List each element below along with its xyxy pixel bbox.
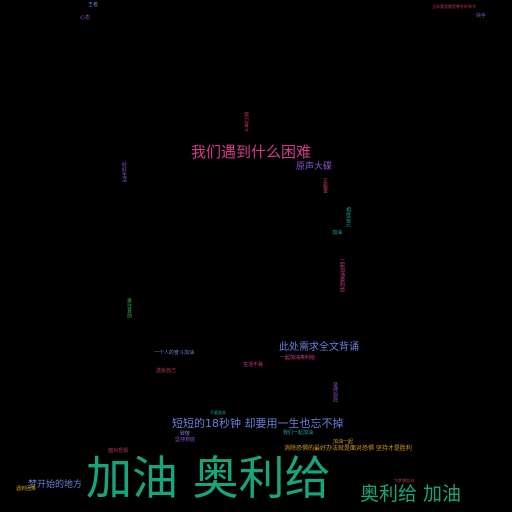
vword-2: 正能量 bbox=[322, 178, 328, 193]
word-right-1: 加油 bbox=[332, 230, 343, 236]
word-kongju: 消除恐惧的最好办法就是面对恐惧 坚持才是胜利 bbox=[284, 445, 412, 452]
vword-3: 好好生活 bbox=[121, 162, 127, 182]
word-top-right-2: 快手 bbox=[476, 13, 487, 19]
word-mid-6: 我们一起加油 bbox=[283, 430, 314, 436]
word-kunnan: 我们遇到什么困难 bbox=[191, 143, 312, 161]
word-top-right: 当年看到都是寒冬的季节 bbox=[432, 4, 476, 9]
word-mid-10: 加油一起 bbox=[333, 439, 354, 445]
word-bottom-right: 为梦想加油 bbox=[394, 478, 414, 483]
word-quanwen: 此处需求全文背诵 bbox=[279, 342, 359, 353]
word-mid-4: 送给自己 bbox=[156, 368, 177, 374]
word-yuansheng: 原声大碟 bbox=[296, 162, 333, 172]
word-duanduan: 短短的18秒钟 却要用一生也忘不掉 bbox=[172, 417, 344, 430]
word-mid-2: 一起加油奥利给 bbox=[280, 355, 316, 361]
word-top-2: 心态 bbox=[80, 15, 91, 21]
vword-1: 努力奋斗 bbox=[243, 112, 249, 132]
vword-7: 坚持到底 bbox=[332, 382, 338, 402]
word-mid-7: 致敬 bbox=[180, 431, 191, 437]
vword-6: 一起加油奥利给 bbox=[339, 257, 345, 292]
word-mid-3: 生活不易 bbox=[243, 362, 264, 368]
word-mengkaishi: 梦开始的地方 bbox=[28, 480, 83, 490]
word-mid-5: 不要放弃 bbox=[210, 410, 226, 415]
vword-5: 相信自己 bbox=[345, 207, 351, 227]
word-top-1: 王者 bbox=[88, 2, 99, 8]
vword-4: 勇往直前 bbox=[126, 298, 132, 318]
word-mid-8: 坚持到底 bbox=[175, 437, 196, 443]
word-jiayou-aoligei: 加油 奥利给 bbox=[86, 451, 331, 505]
word-mid-9: 面对恐惧 bbox=[108, 448, 129, 454]
word-aoligei-jiayou: 奥利给 加油 bbox=[360, 483, 462, 505]
word-bottom-left-digit: 遇到困难 bbox=[16, 486, 37, 492]
word-mid-1: 一个人的奋斗加油 bbox=[154, 350, 195, 356]
